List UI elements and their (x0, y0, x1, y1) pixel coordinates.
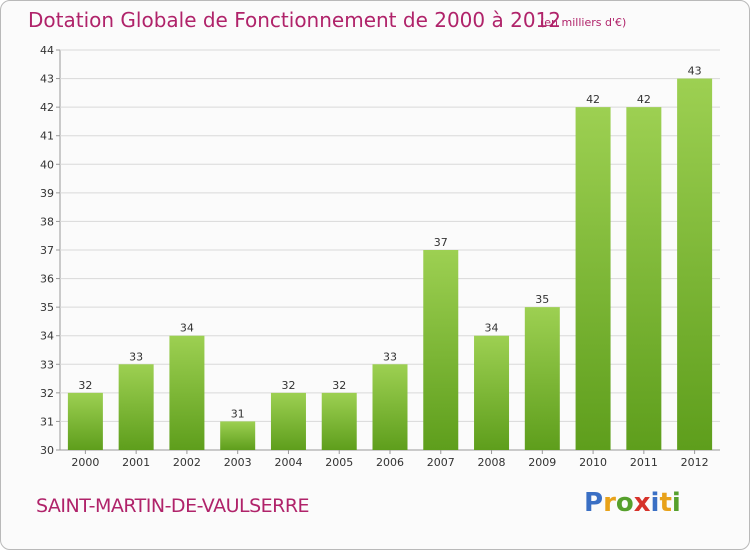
y-axis-ticks: 30 31 32 33 34 35 36 37 38 39 40 41 42 43 44 (40, 44, 60, 457)
bar (220, 421, 256, 450)
bar (626, 107, 662, 451)
x-axis-ticks: 2000 2001 2002 2003 2004 2005 2006 2007 2008 2009… (71, 450, 709, 469)
commune-name: SAINT-MARTIN-DE-VAULSERRE (36, 495, 310, 517)
bar (270, 392, 306, 450)
logo-letter: o (615, 488, 634, 518)
data-label: 42 (586, 93, 600, 106)
data-label: 32 (332, 379, 346, 392)
y-tick-label: 40 (40, 158, 54, 171)
x-tick-label: 2005 (325, 456, 353, 469)
bar (118, 364, 154, 450)
x-tick-label: 2002 (173, 456, 201, 469)
y-tick-label: 33 (40, 358, 54, 371)
data-label: 43 (688, 65, 702, 78)
y-tick-label: 38 (40, 215, 54, 228)
data-label: 34 (485, 322, 499, 335)
x-tick-label: 2001 (122, 456, 150, 469)
logo-letter: i (671, 488, 681, 518)
bar (372, 364, 408, 450)
bar (169, 335, 205, 450)
y-tick-label: 36 (40, 273, 54, 286)
bars: 32 33 34 31 32 32 33 37 34 35 42 42 43 (67, 65, 713, 451)
bar (474, 335, 510, 450)
bar (321, 392, 357, 450)
data-label: 34 (180, 322, 194, 335)
y-tick-label: 39 (40, 187, 54, 200)
y-tick-label: 42 (40, 101, 54, 114)
logo-letter: r (603, 488, 616, 518)
bar (423, 250, 459, 450)
chart-unit: (en milliers d'€) (540, 16, 627, 29)
bar (575, 107, 611, 451)
x-tick-label: 2012 (681, 456, 709, 469)
bar (677, 78, 713, 451)
y-tick-label: 35 (40, 301, 54, 314)
x-tick-label: 2008 (478, 456, 506, 469)
data-label: 32 (78, 379, 92, 392)
x-tick-label: 2004 (274, 456, 302, 469)
x-tick-label: 2010 (579, 456, 607, 469)
x-tick-label: 2000 (71, 456, 99, 469)
y-tick-label: 30 (40, 444, 54, 457)
y-tick-label: 37 (40, 244, 54, 257)
logo-letter: P (584, 488, 604, 518)
bar (67, 392, 103, 450)
chart-title: Dotation Globale de Fonctionnement de 20… (28, 8, 561, 32)
y-tick-label: 31 (40, 415, 54, 428)
x-tick-label: 2006 (376, 456, 404, 469)
y-tick-label: 34 (40, 330, 54, 343)
logo-letter: t (659, 488, 672, 518)
x-tick-label: 2003 (224, 456, 252, 469)
y-tick-label: 41 (40, 130, 54, 143)
x-tick-label: 2011 (630, 456, 658, 469)
x-tick-label: 2007 (427, 456, 455, 469)
data-label: 35 (535, 293, 549, 306)
data-label: 37 (434, 236, 448, 249)
data-label: 33 (129, 350, 143, 363)
y-tick-label: 32 (40, 387, 54, 400)
y-tick-label: 44 (40, 44, 54, 57)
x-tick-label: 2009 (528, 456, 556, 469)
data-label: 42 (637, 93, 651, 106)
logo-letter: i (650, 488, 660, 518)
data-label: 32 (281, 379, 295, 392)
data-label: 33 (383, 350, 397, 363)
data-label: 31 (231, 407, 245, 420)
proxiti-logo: Proxiti (584, 488, 681, 518)
logo-letter: x (633, 488, 651, 518)
y-tick-label: 43 (40, 73, 54, 86)
bar (524, 307, 560, 450)
